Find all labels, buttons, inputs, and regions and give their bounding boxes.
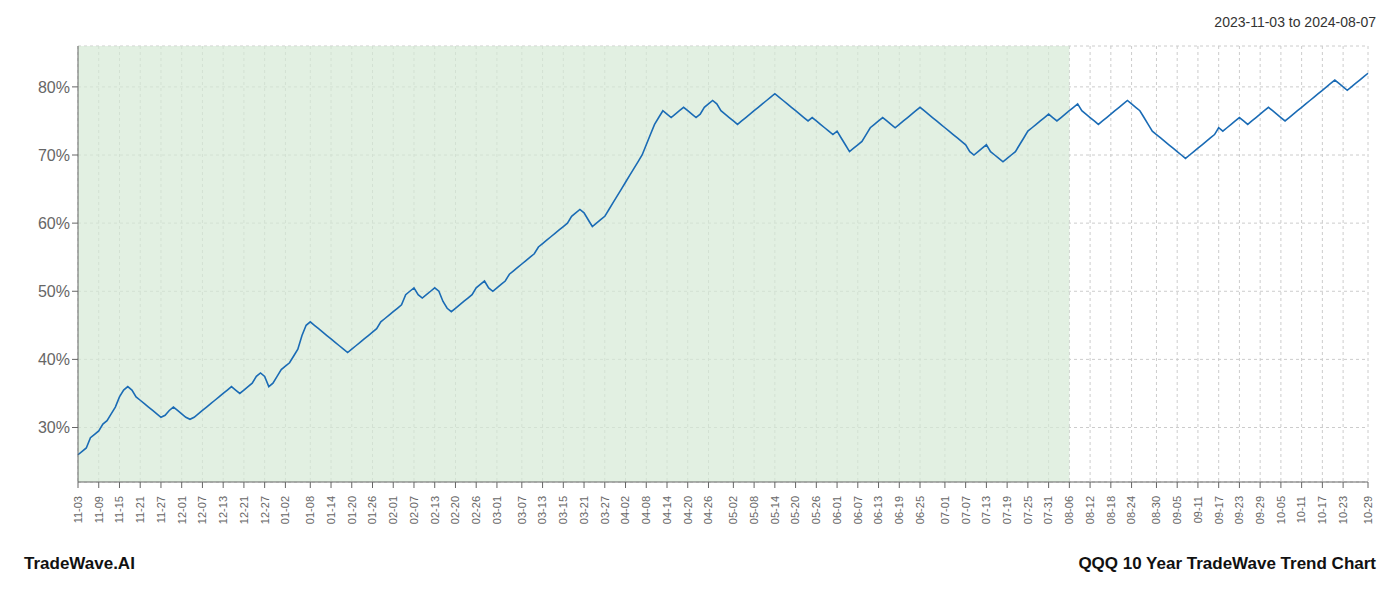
svg-text:05-14: 05-14 — [769, 496, 781, 524]
html-text:QQQ 10 Year TradeWave Trend Ch: QQQ 10 Year TradeWave Trend Chart — [1078, 554, 1376, 573]
svg-text:40%: 40% — [38, 351, 70, 368]
svg-text:07-25: 07-25 — [1022, 496, 1034, 524]
svg-text:11-09: 11-09 — [93, 496, 105, 523]
svg-text:70%: 70% — [38, 147, 70, 164]
svg-text:10-29: 10-29 — [1362, 496, 1374, 524]
svg-text:11-03: 11-03 — [72, 496, 84, 523]
svg-text:07-13: 07-13 — [980, 496, 992, 524]
svg-text:03-21: 03-21 — [578, 496, 590, 524]
svg-text:04-08: 04-08 — [640, 496, 652, 524]
svg-text:04-20: 04-20 — [682, 496, 694, 524]
html-text:2023-11-03 to 2024-08-07: 2023-11-03 to 2024-08-07 — [1214, 14, 1376, 30]
svg-text:12-13: 12-13 — [217, 496, 229, 524]
svg-text:08-12: 08-12 — [1084, 496, 1096, 524]
svg-text:02-13: 02-13 — [429, 496, 441, 524]
svg-text:04-14: 04-14 — [661, 496, 673, 524]
svg-text:80%: 80% — [38, 79, 70, 96]
svg-text:09-11: 09-11 — [1192, 496, 1204, 523]
svg-text:04-02: 04-02 — [619, 496, 631, 524]
svg-text:12-07: 12-07 — [196, 496, 208, 524]
svg-text:01-26: 01-26 — [366, 496, 378, 524]
svg-text:09-23: 09-23 — [1233, 496, 1245, 524]
svg-text:06-07: 06-07 — [852, 496, 864, 524]
svg-text:11-21: 11-21 — [134, 496, 146, 523]
svg-text:01-08: 01-08 — [304, 496, 316, 524]
svg-text:08-30: 08-30 — [1150, 496, 1162, 524]
svg-text:01-02: 01-02 — [279, 496, 291, 524]
svg-text:30%: 30% — [38, 419, 70, 436]
svg-text:07-01: 07-01 — [939, 496, 951, 524]
svg-text:06-13: 06-13 — [872, 496, 884, 524]
svg-text:03-13: 03-13 — [536, 496, 548, 524]
svg-text:08-24: 08-24 — [1125, 496, 1137, 524]
svg-text:08-06: 08-06 — [1063, 496, 1075, 524]
svg-text:08-18: 08-18 — [1105, 496, 1117, 524]
svg-text:12-21: 12-21 — [238, 496, 250, 524]
svg-text:02-01: 02-01 — [387, 496, 399, 524]
html-text:TradeWave.AI: TradeWave.AI — [24, 554, 135, 573]
svg-text:12-27: 12-27 — [259, 496, 271, 524]
svg-text:06-19: 06-19 — [893, 496, 905, 524]
svg-text:05-02: 05-02 — [727, 496, 739, 524]
svg-text:02-26: 02-26 — [470, 496, 482, 524]
svg-text:12-01: 12-01 — [176, 496, 188, 524]
svg-text:09-17: 09-17 — [1213, 496, 1225, 524]
svg-text:10-11: 10-11 — [1295, 496, 1307, 523]
svg-text:04-26: 04-26 — [702, 496, 714, 524]
svg-text:05-08: 05-08 — [748, 496, 760, 524]
svg-text:11-15: 11-15 — [113, 496, 125, 523]
svg-text:50%: 50% — [38, 283, 70, 300]
svg-text:09-05: 09-05 — [1171, 496, 1183, 524]
svg-text:02-07: 02-07 — [408, 496, 420, 524]
svg-text:07-31: 07-31 — [1042, 496, 1054, 524]
svg-text:10-05: 10-05 — [1275, 496, 1287, 524]
svg-text:01-20: 01-20 — [346, 496, 358, 524]
svg-text:60%: 60% — [38, 215, 70, 232]
svg-text:10-23: 10-23 — [1337, 496, 1349, 524]
svg-text:03-15: 03-15 — [557, 496, 569, 524]
svg-text:11-27: 11-27 — [155, 496, 167, 523]
svg-text:09-29: 09-29 — [1254, 496, 1266, 524]
svg-text:06-01: 06-01 — [831, 496, 843, 524]
svg-text:07-19: 07-19 — [1001, 496, 1013, 524]
svg-text:07-07: 07-07 — [960, 496, 972, 524]
svg-text:10-17: 10-17 — [1316, 496, 1328, 524]
svg-text:06-25: 06-25 — [914, 496, 926, 524]
svg-text:03-01: 03-01 — [491, 496, 503, 524]
svg-text:01-14: 01-14 — [325, 496, 337, 524]
svg-text:02-20: 02-20 — [449, 496, 461, 524]
svg-text:05-20: 05-20 — [789, 496, 801, 524]
svg-text:03-07: 03-07 — [516, 496, 528, 524]
svg-text:03-27: 03-27 — [599, 496, 611, 524]
svg-text:05-26: 05-26 — [810, 496, 822, 524]
